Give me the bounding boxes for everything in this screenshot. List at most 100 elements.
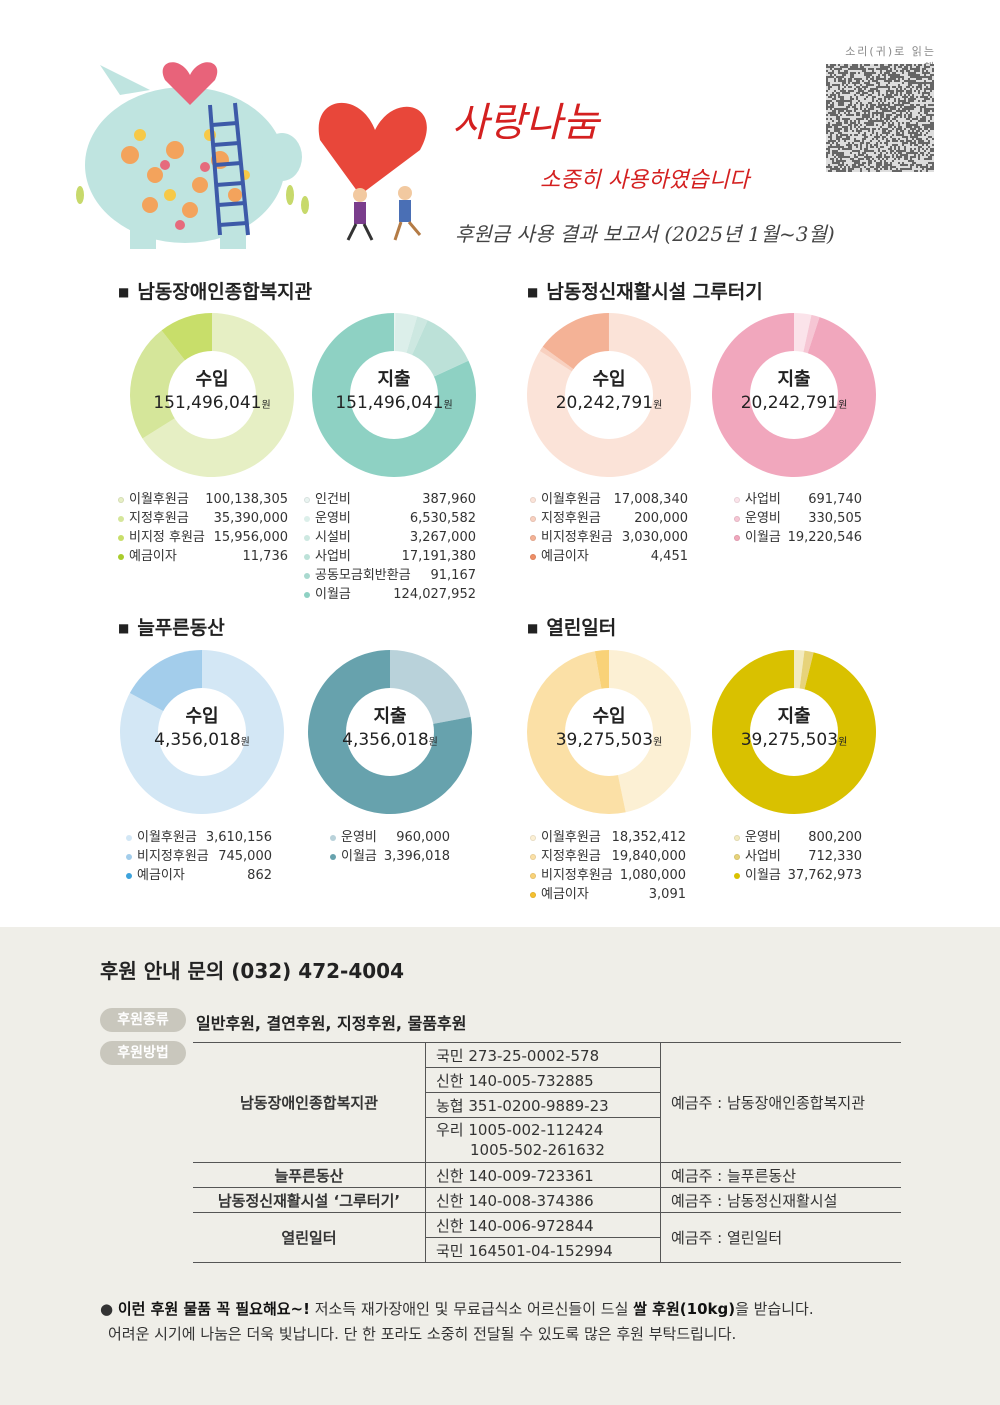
income-legend-value: 19,840,000 xyxy=(611,849,686,864)
income-donut-svg xyxy=(119,650,284,814)
income-legend-value: 35,390,000 xyxy=(213,511,288,526)
income-donut-chart: 수입 4,356,018원 xyxy=(119,650,284,814)
income-legend-item: 지정후원금 19,840,000 xyxy=(530,847,686,866)
income-legend-item: 지정후원금 35,390,000 xyxy=(118,509,288,528)
expense-total-unit: 원 xyxy=(443,400,453,411)
expense-donut-chart: 지출 151,496,041원 xyxy=(312,313,476,477)
expense-total: 39,275,503원 xyxy=(712,728,876,755)
expense-legend-value: 124,027,952 xyxy=(393,587,476,602)
note-highlight: 이런 후원 물품 꼭 필요해요~! xyxy=(117,1300,310,1318)
income-donut-svg xyxy=(130,313,294,477)
expense-total: 151,496,041원 xyxy=(312,391,476,418)
org-name: 열린일터 xyxy=(193,1212,426,1263)
expense-donut-svg xyxy=(712,650,876,814)
account-owner: 예금주 : 열린일터 xyxy=(660,1212,901,1263)
table-row: 늘푸른동산 신한 140-009-723361 예금주 : 늘푸른동산 xyxy=(193,1162,901,1188)
income-total: 151,496,041원 xyxy=(130,391,294,418)
account-owner: 예금주 : 남동정신재활시설 xyxy=(660,1187,901,1213)
expense-legend-label: 운영비 xyxy=(745,830,781,845)
expense-legend-label: 운영비 xyxy=(341,830,377,845)
expense-legend-value: 3,396,018 xyxy=(383,849,450,864)
income-legend: 이월후원금 17,008,340 지정후원금 200,000 비지정후원금 3,030,0… xyxy=(530,490,688,566)
expense-legend-value: 800,200 xyxy=(808,830,862,845)
expense-label: 지출 xyxy=(777,369,811,390)
income-legend-value: 200,000 xyxy=(634,511,688,526)
section-title: 남동장애인종합복지관 xyxy=(118,277,312,304)
income-legend-dot xyxy=(530,854,536,860)
account-table: 남동장애인종합복지관 국민 273-25-0002-578 예금주 : 남동장애… xyxy=(193,1042,901,1263)
income-legend-dot xyxy=(118,535,124,541)
expense-legend-item: 운영비 6,530,582 xyxy=(304,509,476,528)
income-label: 수입 xyxy=(592,369,626,390)
income-legend-value: 4,451 xyxy=(650,549,688,564)
support-types: 일반후원, 결연후원, 지정후원, 물품후원 xyxy=(196,1014,467,1033)
expense-legend-item: 이월금 37,762,973 xyxy=(734,866,862,885)
expense-legend-item: 이월금 124,027,952 xyxy=(304,585,476,604)
income-legend-label: 이월후원금 xyxy=(541,830,601,845)
income-legend-label: 비지정후원금 xyxy=(541,868,613,883)
account-owner: 예금주 : 늘푸른동산 xyxy=(660,1162,901,1188)
expense-total-number: 4,356,018 xyxy=(342,730,429,750)
income-center-text: 수입 20,242,791원 xyxy=(527,369,691,418)
expense-total-unit: 원 xyxy=(838,400,848,411)
expense-donut-hole xyxy=(346,688,434,776)
income-total-number: 151,496,041 xyxy=(153,393,262,413)
income-total-unit: 원 xyxy=(261,400,271,411)
income-center-text: 수입 4,356,018원 xyxy=(120,706,284,755)
income-legend-item: 이월후원금 3,610,156 xyxy=(126,828,272,847)
expense-donut-svg xyxy=(712,313,876,477)
income-legend-label: 예금이자 xyxy=(541,549,589,564)
note-text-end: 을 받습니다. xyxy=(735,1300,814,1318)
income-total-unit: 원 xyxy=(653,400,663,411)
income-legend-value: 745,000 xyxy=(218,849,272,864)
table-row: 신한 140-005-732885 xyxy=(193,1067,901,1093)
expense-donut-hole xyxy=(350,351,438,439)
expense-legend-dot xyxy=(734,516,740,522)
income-legend-dot xyxy=(530,892,536,898)
income-donut-chart: 수입 20,242,791원 xyxy=(527,313,691,477)
income-legend-value: 3,030,000 xyxy=(621,530,688,545)
income-legend-dot xyxy=(126,835,132,841)
expense-legend-label: 인건비 xyxy=(315,492,351,507)
expense-total-number: 151,496,041 xyxy=(335,393,444,413)
expense-legend-label: 이월금 xyxy=(745,868,781,883)
expense-legend-dot xyxy=(304,592,310,598)
income-legend-item: 예금이자 11,736 xyxy=(118,547,288,566)
expense-legend-dot xyxy=(304,497,310,503)
income-legend-dot xyxy=(530,554,536,560)
income-legend-label: 예금이자 xyxy=(137,868,185,883)
account-number: 1005-502-261632 xyxy=(470,1141,605,1159)
expense-center-text: 지출 151,496,041원 xyxy=(312,369,476,418)
expense-legend-label: 사업비 xyxy=(315,549,351,564)
income-legend-label: 예금이자 xyxy=(129,549,177,564)
income-legend-label: 지정후원금 xyxy=(541,849,601,864)
account-number: 신한 140-005-732885 xyxy=(425,1067,661,1093)
income-total-unit: 원 xyxy=(653,737,663,748)
tag-support-method: 후원방법 xyxy=(100,1041,186,1065)
qr-code-icon[interactable] xyxy=(826,64,934,172)
expense-legend-label: 사업비 xyxy=(745,849,781,864)
expense-total-unit: 원 xyxy=(838,737,848,748)
expense-legend-label: 이월금 xyxy=(341,849,377,864)
income-legend-value: 17,008,340 xyxy=(613,492,688,507)
income-donut-chart: 수입 151,496,041원 xyxy=(130,313,294,477)
expense-donut-chart: 지출 20,242,791원 xyxy=(712,313,876,477)
income-legend-item: 예금이자 862 xyxy=(126,866,272,885)
expense-center-text: 지출 20,242,791원 xyxy=(712,369,876,418)
income-legend-item: 비지정 후원금 15,956,000 xyxy=(118,528,288,547)
income-legend: 이월후원금 18,352,412 지정후원금 19,840,000 비지정후원금 1,08… xyxy=(530,828,686,904)
income-total-unit: 원 xyxy=(240,737,250,748)
table-row: 국민 164501-04-152994 xyxy=(193,1237,901,1263)
page-subtitle: 소중히 사용하였습니다 xyxy=(540,168,750,193)
expense-donut-hole xyxy=(750,351,838,439)
income-legend-item: 비지정후원금 745,000 xyxy=(126,847,272,866)
account-number: 국민 164501-04-152994 xyxy=(425,1237,661,1263)
income-legend: 이월후원금 100,138,305 지정후원금 35,390,000 비지정 후원금 15… xyxy=(118,490,288,566)
expense-legend-label: 공동모금회반환금 xyxy=(315,568,411,583)
org-name: 늘푸른동산 xyxy=(193,1162,426,1188)
expense-total-number: 20,242,791 xyxy=(740,393,839,413)
income-legend-dot xyxy=(530,497,536,503)
income-legend-dot xyxy=(530,835,536,841)
income-label: 수입 xyxy=(185,706,219,727)
expense-donut-svg xyxy=(308,650,472,814)
